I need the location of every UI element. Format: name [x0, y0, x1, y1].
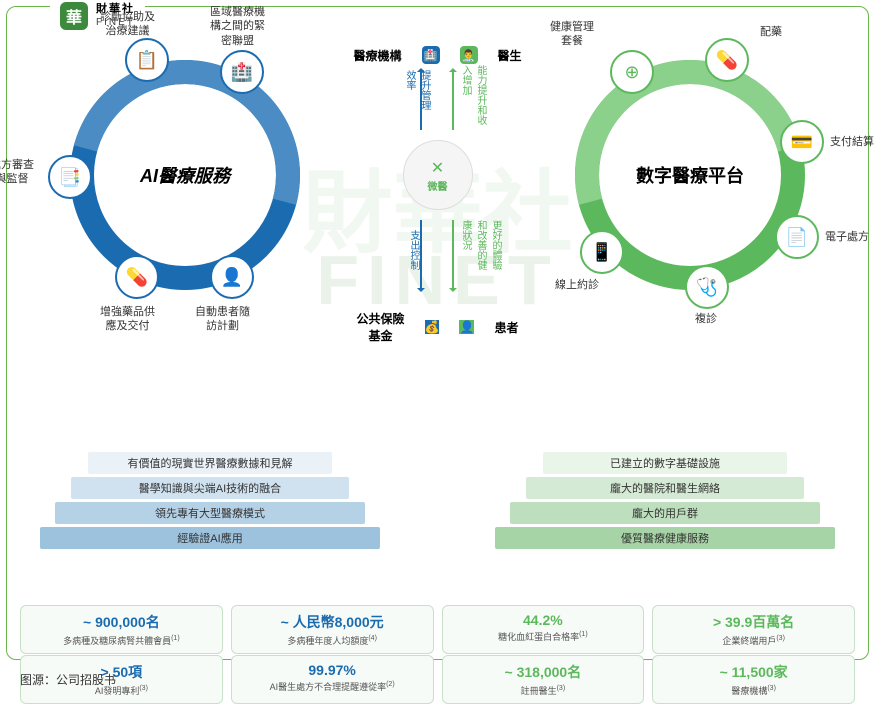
fund-icon: 💰	[425, 320, 440, 334]
node-diagnosis: 📋	[125, 38, 169, 82]
metrics-row-2: > 50項AI發明專利(3)99.97%AI醫生處方不合理提醒遵從率(2)~ 3…	[20, 655, 855, 704]
metric-label: 糖化血紅蛋白合格率(1)	[447, 630, 640, 643]
source-text: 图源：公司招股书	[20, 671, 116, 688]
left-bar-3: 經驗證AI應用	[40, 527, 380, 549]
metric-value: ~ 11,500家	[657, 662, 850, 682]
arrow-green-down	[452, 220, 454, 290]
node-review-label: 處方審查 與監督	[0, 158, 34, 187]
left-bar-0: 有價值的現實世界醫療數據和見解	[88, 452, 333, 474]
diagram-area: AI醫療服務 📋 診斷協助及 治療建議 🏥 區域醫療機 構之間的緊 密聯盟 📑 …	[20, 20, 855, 542]
node-drug-label: 增強藥品供 應及交付	[100, 305, 155, 334]
metric-cell: ~ 11,500家醫療機構(3)	[652, 655, 855, 704]
node-dispense-label: 配藥	[760, 25, 782, 39]
ai-medical-circle: AI醫療服務 📋 診斷協助及 治療建議 🏥 區域醫療機 構之間的緊 密聯盟 📑 …	[70, 60, 300, 290]
right-bar-0: 已建立的數字基礎設施	[543, 452, 788, 474]
left-bar-1: 醫學知識與尖端AI技術的融合	[71, 477, 350, 499]
center-hub: ✕ 微醫	[403, 140, 473, 210]
metric-value: ~ 900,000名	[25, 612, 218, 632]
metric-label: AI醫生處方不合理提醒遵從率(2)	[236, 680, 429, 693]
right-bar-2: 龐大的用戶群	[510, 502, 819, 524]
node-review: 📑	[48, 155, 92, 199]
arrow-green-down-label: 更好的體驗 和改善的健 康狀況	[458, 220, 503, 270]
left-circle-title: AI醫療服務	[70, 60, 300, 290]
center-bot-left: 公共保險 基金	[357, 310, 405, 344]
node-diagnosis-label: 診斷協助及 治療建議	[100, 10, 155, 39]
arrow-green-up-label: 能力提升和收 入增加	[458, 65, 488, 125]
metrics-row-1: ~ 900,000名多病種及糖尿病腎共體會員(1)~ 人民幣8,000元多病種年…	[20, 605, 855, 654]
left-bar-2: 領先專有大型醫療模式	[55, 502, 364, 524]
node-appoint-label: 線上約診	[555, 278, 599, 292]
metric-cell: 99.97% AI醫生處方不合理提醒遵從率(2)	[231, 655, 434, 704]
node-followup-label: 自動患者隨 訪計劃	[195, 305, 250, 334]
metric-label: 註冊醫生(3)	[447, 684, 640, 697]
center-top-row: 醫療機構 🏥 👨‍⚕️ 醫生	[353, 46, 521, 64]
metric-label: 企業終端用戶(3)	[657, 634, 850, 647]
metric-value: 99.97%	[236, 662, 429, 678]
center-bot-right: 患者	[494, 319, 518, 336]
node-alliance-label: 區域醫療機 構之間的緊 密聯盟	[210, 5, 265, 48]
node-appoint: 📱	[580, 230, 624, 274]
metric-cell: ~ 318,000名註冊醫生(3)	[442, 655, 645, 704]
center-top-left: 醫療機構	[353, 47, 401, 64]
doctor-icon: 👨‍⚕️	[460, 46, 478, 64]
wedoctor-icon: ✕	[431, 158, 444, 178]
node-payment: 💳	[780, 120, 824, 164]
node-dispense: 💊	[705, 38, 749, 82]
metric-value: > 39.9百萬名	[657, 612, 850, 632]
node-package: ⊕	[610, 50, 654, 94]
metric-label: 多病種年度人均額度(4)	[236, 634, 429, 647]
node-revisit-label: 複診	[695, 312, 717, 326]
right-bar-3: 優質醫療健康服務	[495, 527, 835, 549]
metric-cell: ~ 900,000名多病種及糖尿病腎共體會員(1)	[20, 605, 223, 654]
center-top-right: 醫生	[498, 47, 522, 64]
right-bar-1: 龐大的醫院和醫生網絡	[526, 477, 805, 499]
metric-value: ~ 人民幣8,000元	[236, 612, 429, 632]
node-followup: 👤	[210, 255, 254, 299]
node-package-label: 健康管理 套餐	[550, 20, 594, 49]
node-erx: 📄	[775, 215, 819, 259]
right-bars: 已建立的數字基礎設施 龐大的醫院和醫生網絡 龐大的用戶群 優質醫療健康服務	[495, 452, 835, 552]
node-erx-label: 電子處方	[825, 230, 869, 244]
arrow-green-up	[452, 70, 454, 130]
wedoctor-brand: 微醫	[428, 178, 448, 193]
arrow-blue-up-label: 提升管理 效率	[402, 70, 432, 110]
patient-icon: 👤	[460, 320, 475, 334]
metric-cell: > 39.9百萬名企業終端用戶(3)	[652, 605, 855, 654]
center-bot-row: 公共保險 基金 💰 👤 患者	[357, 310, 519, 344]
arrow-blue-down-label: 支出控制	[406, 230, 421, 270]
hospital-icon: 🏥	[422, 46, 440, 64]
metric-cell: 44.2% 糖化血紅蛋白合格率(1)	[442, 605, 645, 654]
metric-value: ~ 318,000名	[447, 662, 640, 682]
node-revisit: 🩺	[685, 265, 729, 309]
metric-value: 44.2%	[447, 612, 640, 628]
node-drug: 💊	[115, 255, 159, 299]
metric-cell: ~ 人民幣8,000元多病種年度人均額度(4)	[231, 605, 434, 654]
metric-label: 多病種及糖尿病腎共體會員(1)	[25, 634, 218, 647]
metric-label: 醫療機構(3)	[657, 684, 850, 697]
node-alliance: 🏥	[220, 50, 264, 94]
left-bars: 有價值的現實世界醫療數據和見解 醫學知識與尖端AI技術的融合 領先專有大型醫療模…	[40, 452, 380, 552]
digital-platform-circle: 數字醫療平台 💊 配藥 ⊕ 健康管理 套餐 💳 支付結算 📄 電子處方 🩺 複診…	[575, 60, 805, 290]
node-payment-label: 支付結算	[830, 135, 874, 149]
